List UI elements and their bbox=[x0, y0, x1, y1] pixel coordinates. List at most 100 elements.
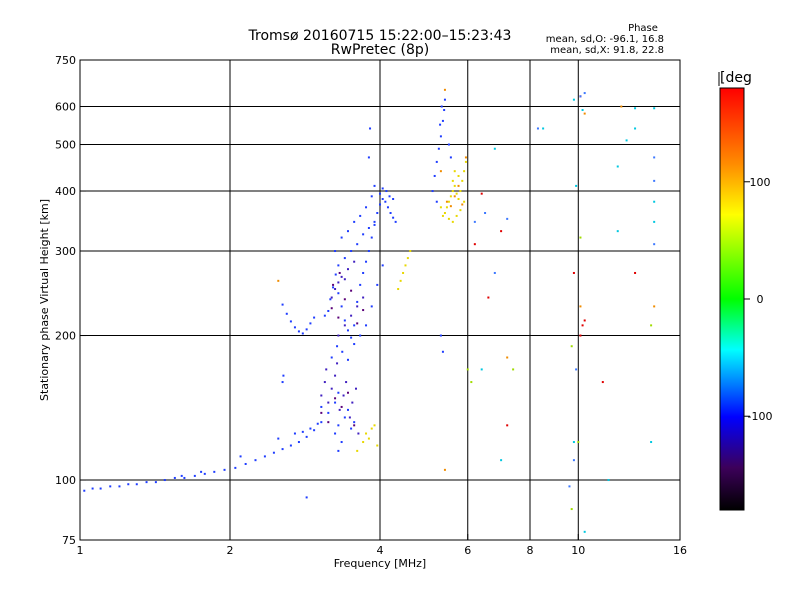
data-point bbox=[127, 483, 130, 486]
data-point bbox=[616, 230, 619, 233]
data-point bbox=[634, 127, 637, 130]
data-point bbox=[451, 190, 454, 193]
data-point bbox=[244, 462, 247, 465]
data-point bbox=[343, 257, 346, 260]
data-point bbox=[484, 212, 487, 215]
data-point bbox=[327, 411, 330, 414]
phase-stats-title: Phase bbox=[628, 23, 658, 34]
data-point bbox=[443, 88, 446, 91]
data-point bbox=[389, 212, 392, 215]
data-point bbox=[329, 298, 332, 301]
data-point bbox=[340, 236, 343, 239]
data-point bbox=[493, 271, 496, 274]
data-point bbox=[154, 481, 157, 484]
data-point bbox=[579, 334, 582, 337]
data-point bbox=[370, 195, 373, 198]
data-point bbox=[356, 305, 359, 308]
data-point bbox=[334, 374, 337, 377]
data-point bbox=[572, 271, 575, 274]
data-point bbox=[473, 243, 476, 246]
data-point bbox=[653, 220, 656, 223]
data-point bbox=[435, 200, 438, 203]
data-point bbox=[336, 345, 339, 348]
data-point bbox=[109, 485, 112, 488]
data-point bbox=[506, 217, 509, 220]
data-point bbox=[118, 485, 121, 488]
data-point bbox=[316, 422, 319, 425]
data-point bbox=[342, 394, 345, 397]
data-point bbox=[362, 309, 365, 312]
data-point bbox=[341, 350, 344, 353]
data-point bbox=[500, 230, 503, 233]
data-point bbox=[337, 292, 340, 295]
data-point bbox=[568, 485, 571, 488]
data-point bbox=[327, 309, 330, 312]
data-point bbox=[285, 312, 288, 315]
data-point bbox=[579, 236, 582, 239]
data-point bbox=[135, 483, 138, 486]
data-point bbox=[365, 260, 368, 263]
data-point bbox=[353, 220, 356, 223]
data-point bbox=[348, 416, 351, 419]
data-point bbox=[327, 401, 330, 404]
data-point bbox=[653, 179, 656, 182]
data-point bbox=[463, 200, 466, 203]
data-point bbox=[381, 198, 384, 201]
series-purple bbox=[320, 271, 365, 427]
data-point bbox=[449, 195, 452, 198]
data-point bbox=[500, 459, 503, 462]
data-point bbox=[362, 296, 365, 299]
data-point bbox=[145, 481, 148, 484]
x-axis-ticks: 1 2 4 6 8 10 16 bbox=[77, 534, 687, 557]
series-orange bbox=[277, 88, 656, 471]
data-point bbox=[336, 362, 339, 365]
data-point bbox=[350, 289, 353, 292]
data-point bbox=[345, 381, 348, 384]
data-point bbox=[399, 279, 402, 282]
data-point bbox=[441, 350, 444, 353]
data-point bbox=[493, 147, 496, 150]
data-point bbox=[359, 214, 362, 217]
data-point bbox=[634, 271, 637, 274]
colorbar-label: [deg bbox=[720, 70, 752, 86]
data-point bbox=[337, 316, 340, 319]
data-point bbox=[579, 95, 582, 98]
data-point bbox=[435, 160, 438, 163]
data-point bbox=[340, 405, 343, 408]
data-point bbox=[277, 437, 280, 440]
data-point bbox=[338, 271, 341, 274]
data-point bbox=[350, 250, 353, 253]
data-point bbox=[343, 298, 346, 301]
data-point bbox=[337, 424, 340, 427]
data-point bbox=[653, 107, 656, 110]
data-point bbox=[461, 203, 464, 206]
y-tick-label: 750 bbox=[55, 54, 76, 67]
data-point bbox=[282, 374, 285, 377]
x-tick-label: 1 bbox=[77, 544, 84, 557]
data-point bbox=[99, 487, 102, 490]
data-point bbox=[443, 109, 446, 112]
data-point bbox=[370, 305, 373, 308]
data-point bbox=[392, 216, 395, 219]
data-point bbox=[581, 109, 584, 112]
data-point bbox=[337, 281, 340, 284]
data-point bbox=[332, 286, 335, 289]
data-point bbox=[506, 424, 509, 427]
data-point bbox=[455, 192, 458, 195]
data-point bbox=[453, 184, 456, 187]
data-point bbox=[601, 381, 604, 384]
colorbar-ticks: 100 0 -100 bbox=[744, 176, 772, 423]
data-point bbox=[281, 448, 284, 451]
data-point bbox=[272, 451, 275, 454]
data-point bbox=[376, 212, 379, 215]
data-point bbox=[440, 105, 443, 108]
data-point bbox=[373, 424, 376, 427]
x-tick-label: 4 bbox=[377, 544, 384, 557]
data-point bbox=[406, 257, 409, 260]
data-point bbox=[338, 408, 341, 411]
data-point bbox=[572, 459, 575, 462]
data-point bbox=[343, 416, 346, 419]
y-tick-label: 400 bbox=[55, 185, 76, 198]
data-point bbox=[91, 487, 94, 490]
data-point bbox=[337, 334, 340, 337]
